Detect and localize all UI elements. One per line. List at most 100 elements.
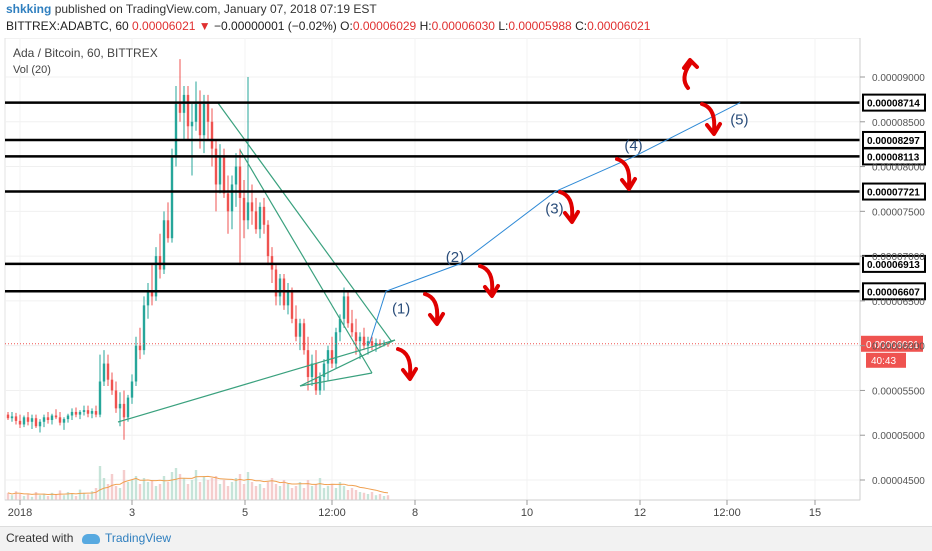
high-value: 0.00006030	[431, 19, 495, 33]
candle-body	[242, 197, 246, 221]
candle-body	[174, 103, 178, 158]
volume-bar	[202, 476, 206, 500]
x-tick-label: 10	[521, 507, 533, 519]
volume-bar	[186, 484, 190, 500]
volume-bar	[14, 491, 18, 500]
horizontal-levels: 0.00006021 40:43 0.00008714 0.00008297 0.000…	[5, 93, 926, 368]
author-name[interactable]: shkking	[6, 2, 52, 16]
candle-body	[214, 148, 218, 185]
volume-bar	[18, 494, 22, 500]
candle-body	[190, 121, 194, 127]
level-label: 0.00008113	[867, 152, 920, 163]
volume-bar	[98, 466, 102, 500]
volume-bar	[314, 484, 318, 500]
volume-bar	[94, 488, 98, 500]
volume-bar	[158, 484, 162, 500]
candle-body	[314, 363, 318, 391]
countdown-label: 40:43	[871, 356, 896, 367]
volume-bar	[274, 484, 278, 500]
candle-body	[254, 211, 258, 230]
volume-bar	[270, 478, 274, 500]
wave-label: (2)	[446, 249, 464, 266]
level-label: 0.00008714	[867, 99, 920, 110]
volume-bar	[174, 468, 178, 500]
volume-bar	[310, 486, 314, 500]
candle-body	[46, 417, 50, 420]
candle-body	[82, 410, 86, 412]
volume-bar	[62, 495, 66, 500]
candle-body	[78, 411, 82, 415]
volume-bar	[26, 494, 30, 500]
candle-body	[54, 415, 58, 418]
candle-body	[138, 345, 142, 351]
y-tick-label: 0.00008000	[872, 163, 925, 174]
reversal-arrow-icon	[423, 292, 445, 326]
candle-body	[182, 94, 186, 113]
volume-bar	[38, 495, 42, 500]
candle-body	[338, 318, 342, 333]
candle-body	[106, 363, 110, 380]
candle-body	[262, 206, 266, 225]
low-label: L:	[498, 19, 509, 33]
open-label: O:	[340, 19, 353, 33]
volume-bar	[298, 482, 302, 500]
change-value: −0.00000001 (−0.02%)	[214, 19, 337, 33]
arrow-head	[563, 210, 580, 224]
level-label: 0.00006607	[867, 287, 920, 298]
volume-bar	[206, 480, 210, 500]
arrow-shaft	[478, 264, 495, 294]
trendline	[299, 372, 373, 387]
reversal-arrow-icon	[558, 190, 580, 224]
volume-bar	[146, 482, 150, 500]
arrow-head	[401, 367, 418, 381]
reversal-arrows	[396, 58, 722, 381]
tradingview-logo[interactable]: TradingView	[82, 531, 171, 545]
volume-bar	[198, 482, 202, 500]
arrow-shaft	[423, 292, 440, 322]
volume-bar	[226, 486, 230, 500]
y-tick-label: 0.00005000	[872, 431, 925, 442]
volume-bar	[302, 488, 306, 500]
price-axis[interactable]: 0.00009000 0.00008500 0.00008000 0.00007500…	[860, 73, 925, 487]
volume-bar	[282, 480, 286, 500]
chart-svg[interactable]: 0.0000602140:430.000087140.000082970.000…	[0, 37, 932, 526]
volume-bar	[322, 488, 326, 500]
volume-bar	[286, 484, 290, 500]
volume-bar	[102, 478, 106, 500]
volume-bar	[34, 492, 38, 500]
x-tick-label: 12	[634, 507, 646, 519]
chart-container[interactable]: 0.00006021 40:43 0.00008714 0.00008297 0.000…	[0, 37, 932, 526]
volume-bar	[386, 495, 390, 500]
candle-body	[110, 379, 114, 391]
candle-body	[306, 350, 310, 378]
publish-text: published on TradingView.com, January 07…	[54, 2, 377, 16]
cloud-icon	[82, 533, 100, 544]
candle-body	[342, 296, 346, 319]
volume-bar	[346, 490, 350, 500]
candle-body	[202, 103, 206, 136]
publish-line: shkking published on TradingView.com, Ja…	[6, 2, 377, 16]
candle-body	[30, 418, 34, 422]
candle-body	[142, 305, 146, 351]
volume-bar	[66, 492, 70, 500]
volume-bar	[162, 476, 166, 500]
volume-bar	[306, 480, 310, 500]
candle-body	[122, 403, 126, 418]
volume-bar	[166, 482, 170, 500]
candle-body	[6, 414, 10, 419]
volume-bar	[138, 484, 142, 500]
volume-bar	[154, 486, 158, 500]
volume-bars	[6, 466, 390, 500]
volume-bar	[114, 486, 118, 500]
trendline	[117, 339, 396, 423]
x-tick-label: 5	[242, 507, 248, 519]
symbol-interval: BITTREX:ADABTC, 60	[6, 19, 129, 33]
volume-bar	[86, 494, 90, 500]
volume-bar	[278, 486, 282, 500]
plot-area[interactable]	[4, 37, 861, 501]
time-axis[interactable]: 2018 3 5 12:00 8 10 12 12:00 15	[8, 500, 821, 519]
volume-bar	[230, 482, 234, 500]
candle-body	[290, 291, 294, 319]
y-tick-label: 0.00004500	[872, 476, 925, 487]
candle-body	[34, 418, 38, 427]
